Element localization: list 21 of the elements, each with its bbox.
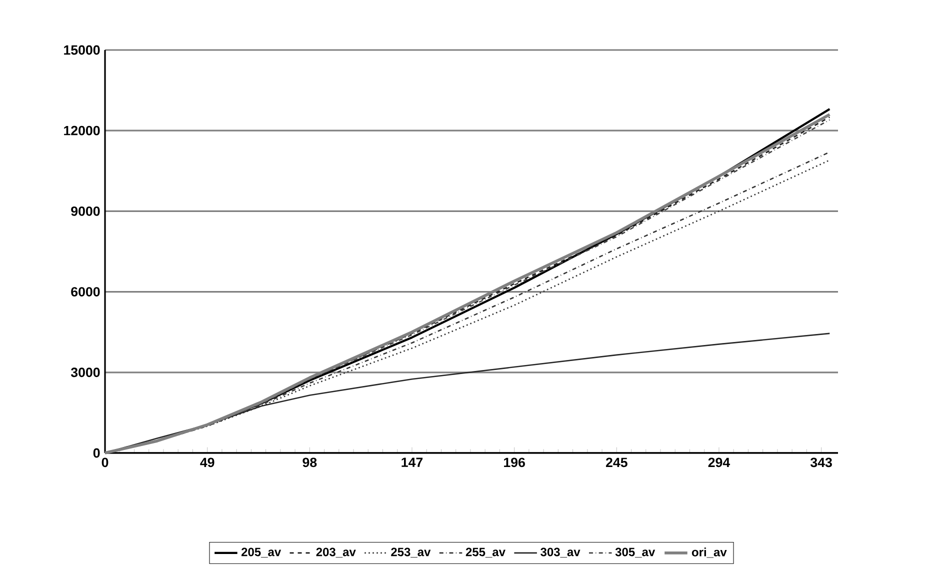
y-tick-label: 0 xyxy=(93,448,100,458)
legend-label: 303_av xyxy=(540,548,580,558)
x-tick-label: 343 xyxy=(810,458,832,468)
y-tick-label: 9000 xyxy=(71,206,100,216)
legend-label: ori_av xyxy=(692,548,727,558)
legend-label: 205_av xyxy=(241,548,282,558)
legend-label: 305_av xyxy=(615,548,656,558)
x-tick-label: 294 xyxy=(708,458,730,468)
x-tick-label: 147 xyxy=(402,458,423,467)
y-tick-label: 15000 xyxy=(64,45,100,55)
y-tick-label: 6000 xyxy=(71,287,100,297)
x-tick-label: 49 xyxy=(200,458,214,468)
y-tick-label: 3000 xyxy=(70,368,100,378)
legend-label: 255_av xyxy=(466,548,506,558)
x-tick-label: 0 xyxy=(102,458,108,468)
legend-label: 253_av xyxy=(391,548,431,558)
x-tick-label: 196 xyxy=(504,458,525,468)
x-tick-label: 245 xyxy=(606,458,628,468)
y-tick-label: 12000 xyxy=(64,126,100,136)
x-tick-label: 98 xyxy=(302,458,317,468)
legend-label: 203_av xyxy=(316,548,356,558)
